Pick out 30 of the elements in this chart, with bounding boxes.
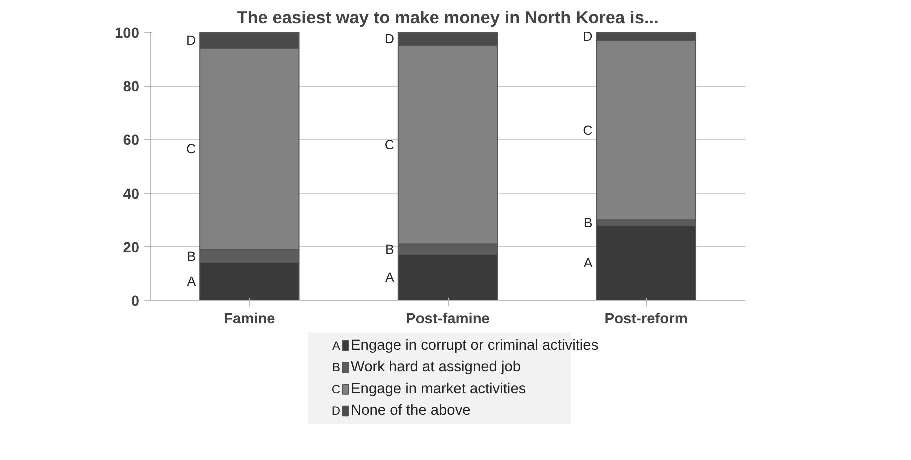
text: D <box>332 404 341 418</box>
legend-label: Work hard at assigned job <box>351 360 522 376</box>
y-tick-label: 100 <box>115 26 140 42</box>
y-tick-label: 60 <box>123 133 140 150</box>
legend-label: Engage in market activities <box>351 381 526 398</box>
y-tick-label: 80 <box>123 80 140 96</box>
y-tick-label: 20 <box>123 240 140 256</box>
x-tick-label: Post-famine <box>406 312 490 328</box>
annotation: B <box>187 248 196 264</box>
legend-label: Engage in corrupt or criminal activities <box>351 338 599 354</box>
text: A <box>386 270 394 286</box>
text: A <box>332 338 341 353</box>
legend-label: None of the above <box>351 403 471 420</box>
annotation: D <box>186 33 196 48</box>
bar <box>596 224 696 300</box>
annotation: C <box>186 142 196 157</box>
chart-title: The easiest way to make money in North Korea is... <box>237 8 659 28</box>
text: D <box>384 32 394 47</box>
text: C <box>332 382 341 396</box>
x-tick-label: Famine <box>224 312 276 328</box>
y-tick-label: 40 <box>123 186 140 203</box>
text: C <box>583 122 593 138</box>
text: B <box>584 215 593 230</box>
x-tick-label: Post-reform <box>604 312 688 328</box>
y-tick-label: 0 <box>131 294 140 310</box>
text: C <box>384 138 394 153</box>
text: B <box>332 360 341 375</box>
text: B <box>386 242 394 258</box>
annotation: A <box>187 274 196 290</box>
text: A <box>584 255 593 270</box>
